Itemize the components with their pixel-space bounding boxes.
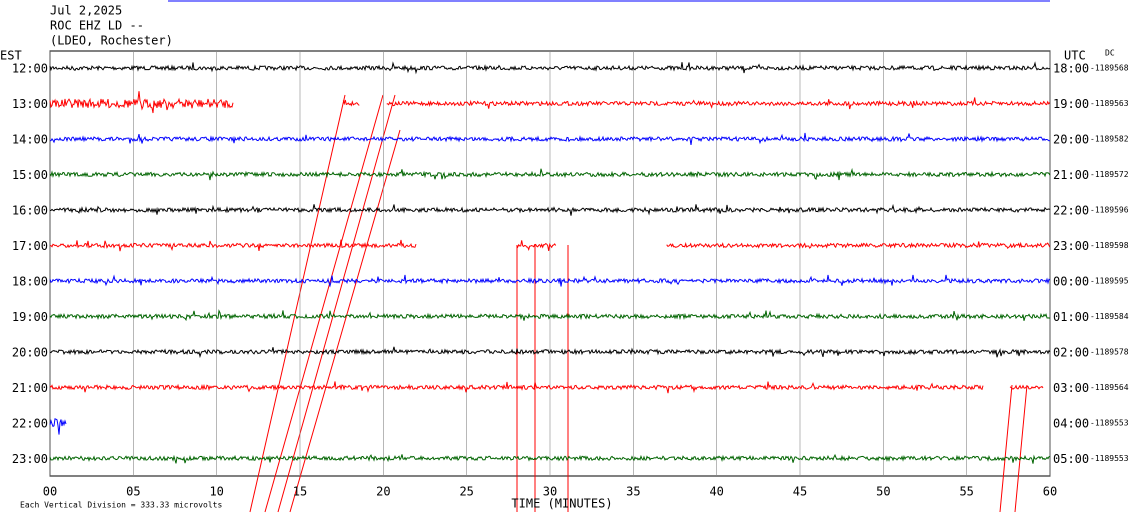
left-time: 23:00 [12,452,48,466]
trace [343,100,359,105]
x-axis-label: TIME (MINUTES) [511,497,612,511]
right-zone: UTC [1064,49,1086,63]
left-time: 22:00 [12,416,48,430]
dc-value: -1189598 [1090,241,1129,250]
trace [50,419,66,435]
right-time: 05:00 [1053,452,1089,466]
dc-value: -1189596 [1090,205,1129,214]
dc-value: -1189578 [1090,347,1129,356]
x-tick-label: 30 [543,485,557,499]
x-tick-label: 50 [876,485,890,499]
x-tick-label: 15 [293,485,307,499]
right-time: 04:00 [1053,416,1089,430]
trace [387,98,1050,110]
station: ROC EHZ LD -- [50,19,144,33]
left-time: 12:00 [12,62,48,76]
right-time: 21:00 [1053,168,1089,182]
right-time: 23:00 [1053,239,1089,253]
x-tick-label: 60 [1043,485,1057,499]
dc-value: -1189568 [1090,64,1129,73]
left-time: 14:00 [12,132,48,146]
date: Jul 2,2025 [50,4,122,18]
dc-value: -1189582 [1090,134,1129,143]
right-time: 01:00 [1053,310,1089,324]
dc-value: -1189595 [1090,276,1129,285]
footer: Each Vertical Division = 333.33 microvol… [20,501,222,510]
dc-value: -1189553 [1090,418,1129,427]
location: (LDEO, Rochester) [50,34,173,48]
right-time: 03:00 [1053,381,1089,395]
x-tick-label: 40 [709,485,723,499]
x-tick-label: 05 [126,485,140,499]
right-time: 22:00 [1053,203,1089,217]
x-tick-label: 45 [793,485,807,499]
trace [667,242,1050,249]
left-time: 15:00 [12,168,48,182]
dc-value: -1189572 [1090,170,1129,179]
right-time: 02:00 [1053,345,1089,359]
trace [50,91,233,113]
left-time: 21:00 [12,381,48,395]
left-time: 17:00 [12,239,48,253]
x-tick-label: 10 [209,485,223,499]
x-tick-label: 00 [43,485,57,499]
left-time: 19:00 [12,310,48,324]
dc-value: -1189563 [1090,99,1129,108]
x-tick-label: 20 [376,485,390,499]
event-lines [250,95,1027,512]
dc-value: -1189553 [1090,454,1129,463]
dc-label: DC [1105,49,1115,58]
right-time: 19:00 [1053,97,1089,111]
right-time: 20:00 [1053,132,1089,146]
left-time: 16:00 [12,203,48,217]
dc-value: -1189584 [1090,312,1129,321]
left-zone: EST [0,49,22,63]
left-time: 18:00 [12,274,48,288]
trace [50,240,416,252]
dc-value: -1189564 [1090,383,1129,392]
x-tick-label: 35 [626,485,640,499]
right-time: 00:00 [1053,274,1089,288]
left-time: 20:00 [12,345,48,359]
x-tick-label: 25 [459,485,473,499]
x-tick-label: 55 [959,485,973,499]
left-time: 13:00 [12,97,48,111]
right-time: 18:00 [1053,62,1089,76]
